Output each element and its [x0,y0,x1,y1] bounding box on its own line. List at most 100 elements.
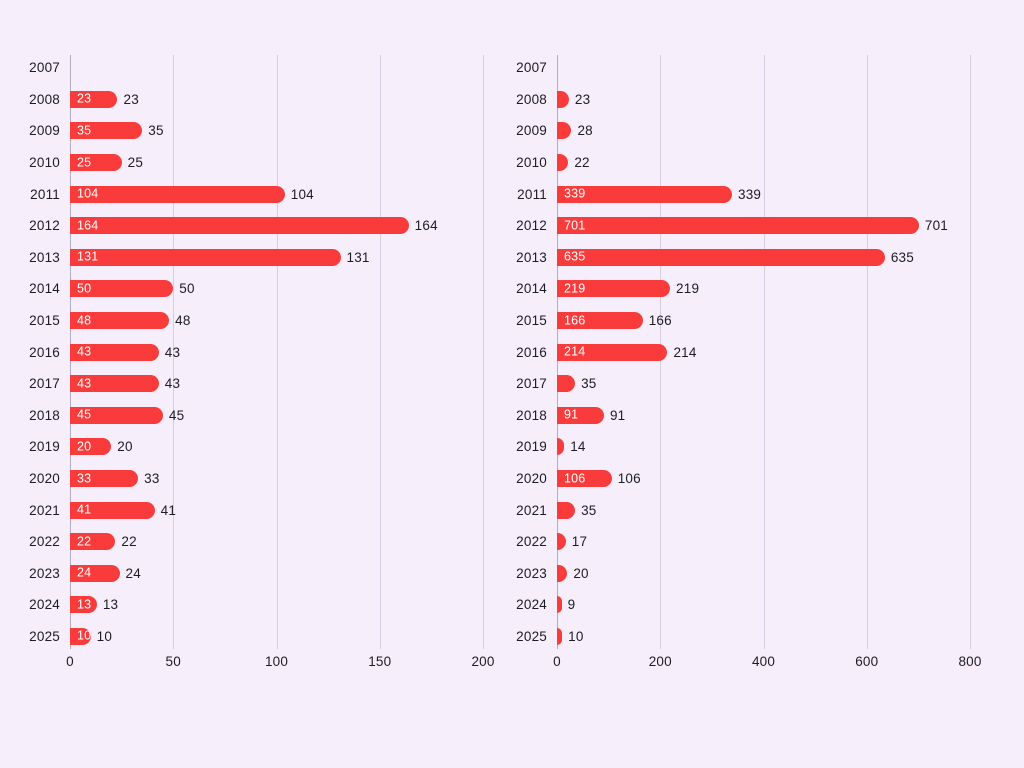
bar-value-outside: 35 [581,502,597,518]
chart-row: 2013 131 131 [10,242,515,274]
bar-value-inside: 339 [564,186,586,201]
chart-row: 2017 43 43 [10,368,515,400]
year-label: 2015 [29,313,60,329]
bar-zone: 14 [557,431,1007,463]
year-label: 2020 [516,471,547,487]
bar: 166 [557,312,643,330]
bar-value-outside: 24 [125,565,141,581]
x-tick-label: 50 [165,654,181,670]
bar-value-inside: 701 [564,218,586,233]
bar-value-outside: 45 [168,407,185,423]
bar-value-inside: 104 [77,186,99,201]
bar-value-outside: 48 [175,313,191,329]
bar-zone: 10 10 [70,621,515,653]
year-label: 2009 [29,123,60,139]
bar-zone: 25 25 [70,147,515,179]
bar: 50 [70,280,174,298]
bar-value-outside: 23 [123,91,139,107]
year-label: 2012 [29,218,60,234]
year-label: 2018 [516,407,547,423]
bar-zone: 20 20 [70,431,515,463]
bar: 13 [70,596,97,614]
bar: 131 [70,248,341,266]
bar: 104 [70,185,285,203]
bar-value-outside: 50 [179,281,195,297]
bar-value-outside: 41 [160,502,177,518]
bar-value-outside: 23 [574,91,591,107]
bar-zone: 635 635 [557,242,1007,274]
bar: 24 [70,564,120,582]
bar [557,375,576,393]
chart-rows: 2007 2008 23 2009 28 2010 22 2011 339 339 2012 701 7… [497,52,1007,652]
bar-zone: 22 22 [70,526,515,558]
bar-zone: 131 131 [70,242,515,274]
bar: 701 [557,217,919,235]
bar-zone: 214 214 [557,336,1007,368]
year-label: 2016 [29,344,60,360]
bar: 91 [557,406,604,424]
chart-row: 2020 106 106 [497,463,1007,495]
bar-zone [70,52,515,84]
chart-row: 2013 635 635 [497,242,1007,274]
year-label: 2011 [517,186,547,202]
bar-zone [557,52,1007,84]
bar-value-inside: 106 [564,471,586,486]
bar: 43 [70,343,159,361]
bar: 41 [70,501,155,519]
bar: 219 [557,280,671,298]
bar-value-inside: 13 [77,597,92,612]
bar-zone: 106 106 [557,463,1007,495]
bar-value-outside: 701 [924,218,949,234]
bar-value-inside: 43 [77,344,92,359]
bar-value-outside: 164 [414,218,438,234]
bar-value-outside: 10 [96,628,113,644]
year-label: 2014 [29,281,60,297]
year-label: 2010 [516,155,547,171]
x-tick-label: 200 [648,654,672,670]
x-axis-ticks: 0 200 400 600 800 [497,654,1007,672]
bar: 48 [70,312,170,330]
bar: 23 [70,90,118,108]
bar-value-outside: 20 [573,565,589,581]
year-label: 2021 [516,502,547,518]
bar-value-inside: 131 [77,250,99,265]
bar: 214 [557,343,668,361]
bar-zone: 33 33 [70,463,515,495]
bar-value-inside: 48 [77,313,92,328]
bar-zone: 164 164 [70,210,515,242]
bar-zone: 50 50 [70,273,515,305]
year-label: 2015 [516,313,547,329]
bar-value-inside: 45 [77,408,92,423]
bar [557,596,562,614]
year-label: 2013 [29,249,60,265]
bar-zone: 41 41 [70,494,515,526]
bar-value-outside: 20 [117,439,133,455]
bar-value-inside: 219 [564,281,586,296]
bar: 635 [557,248,885,266]
bar [557,154,569,172]
bar-value-outside: 25 [127,155,144,171]
year-label: 2013 [516,249,547,265]
chart-row: 2019 20 20 [10,431,515,463]
chart-row: 2014 50 50 [10,273,515,305]
bar-value-outside: 91 [609,407,626,423]
bar-zone: 28 [557,115,1007,147]
x-tick-label: 100 [264,654,289,670]
chart-row: 2023 24 24 [10,558,515,590]
x-axis-ticks: 0 50 100 150 200 [10,654,515,672]
bar [557,122,572,140]
chart-row: 2023 20 [497,558,1007,590]
chart-row: 2010 22 [497,147,1007,179]
bar: 164 [70,217,409,235]
bar-value-inside: 24 [77,566,92,581]
bar-value-inside: 22 [77,534,92,549]
chart-row: 2025 10 [497,621,1007,653]
bar-value-outside: 35 [581,376,597,392]
bar-zone: 24 24 [70,558,515,590]
bar-zone: 48 48 [70,305,515,337]
bar-value-inside: 35 [77,123,92,138]
year-label: 2022 [516,534,547,550]
year-label: 2018 [29,407,60,423]
bar-zone: 43 43 [70,368,515,400]
